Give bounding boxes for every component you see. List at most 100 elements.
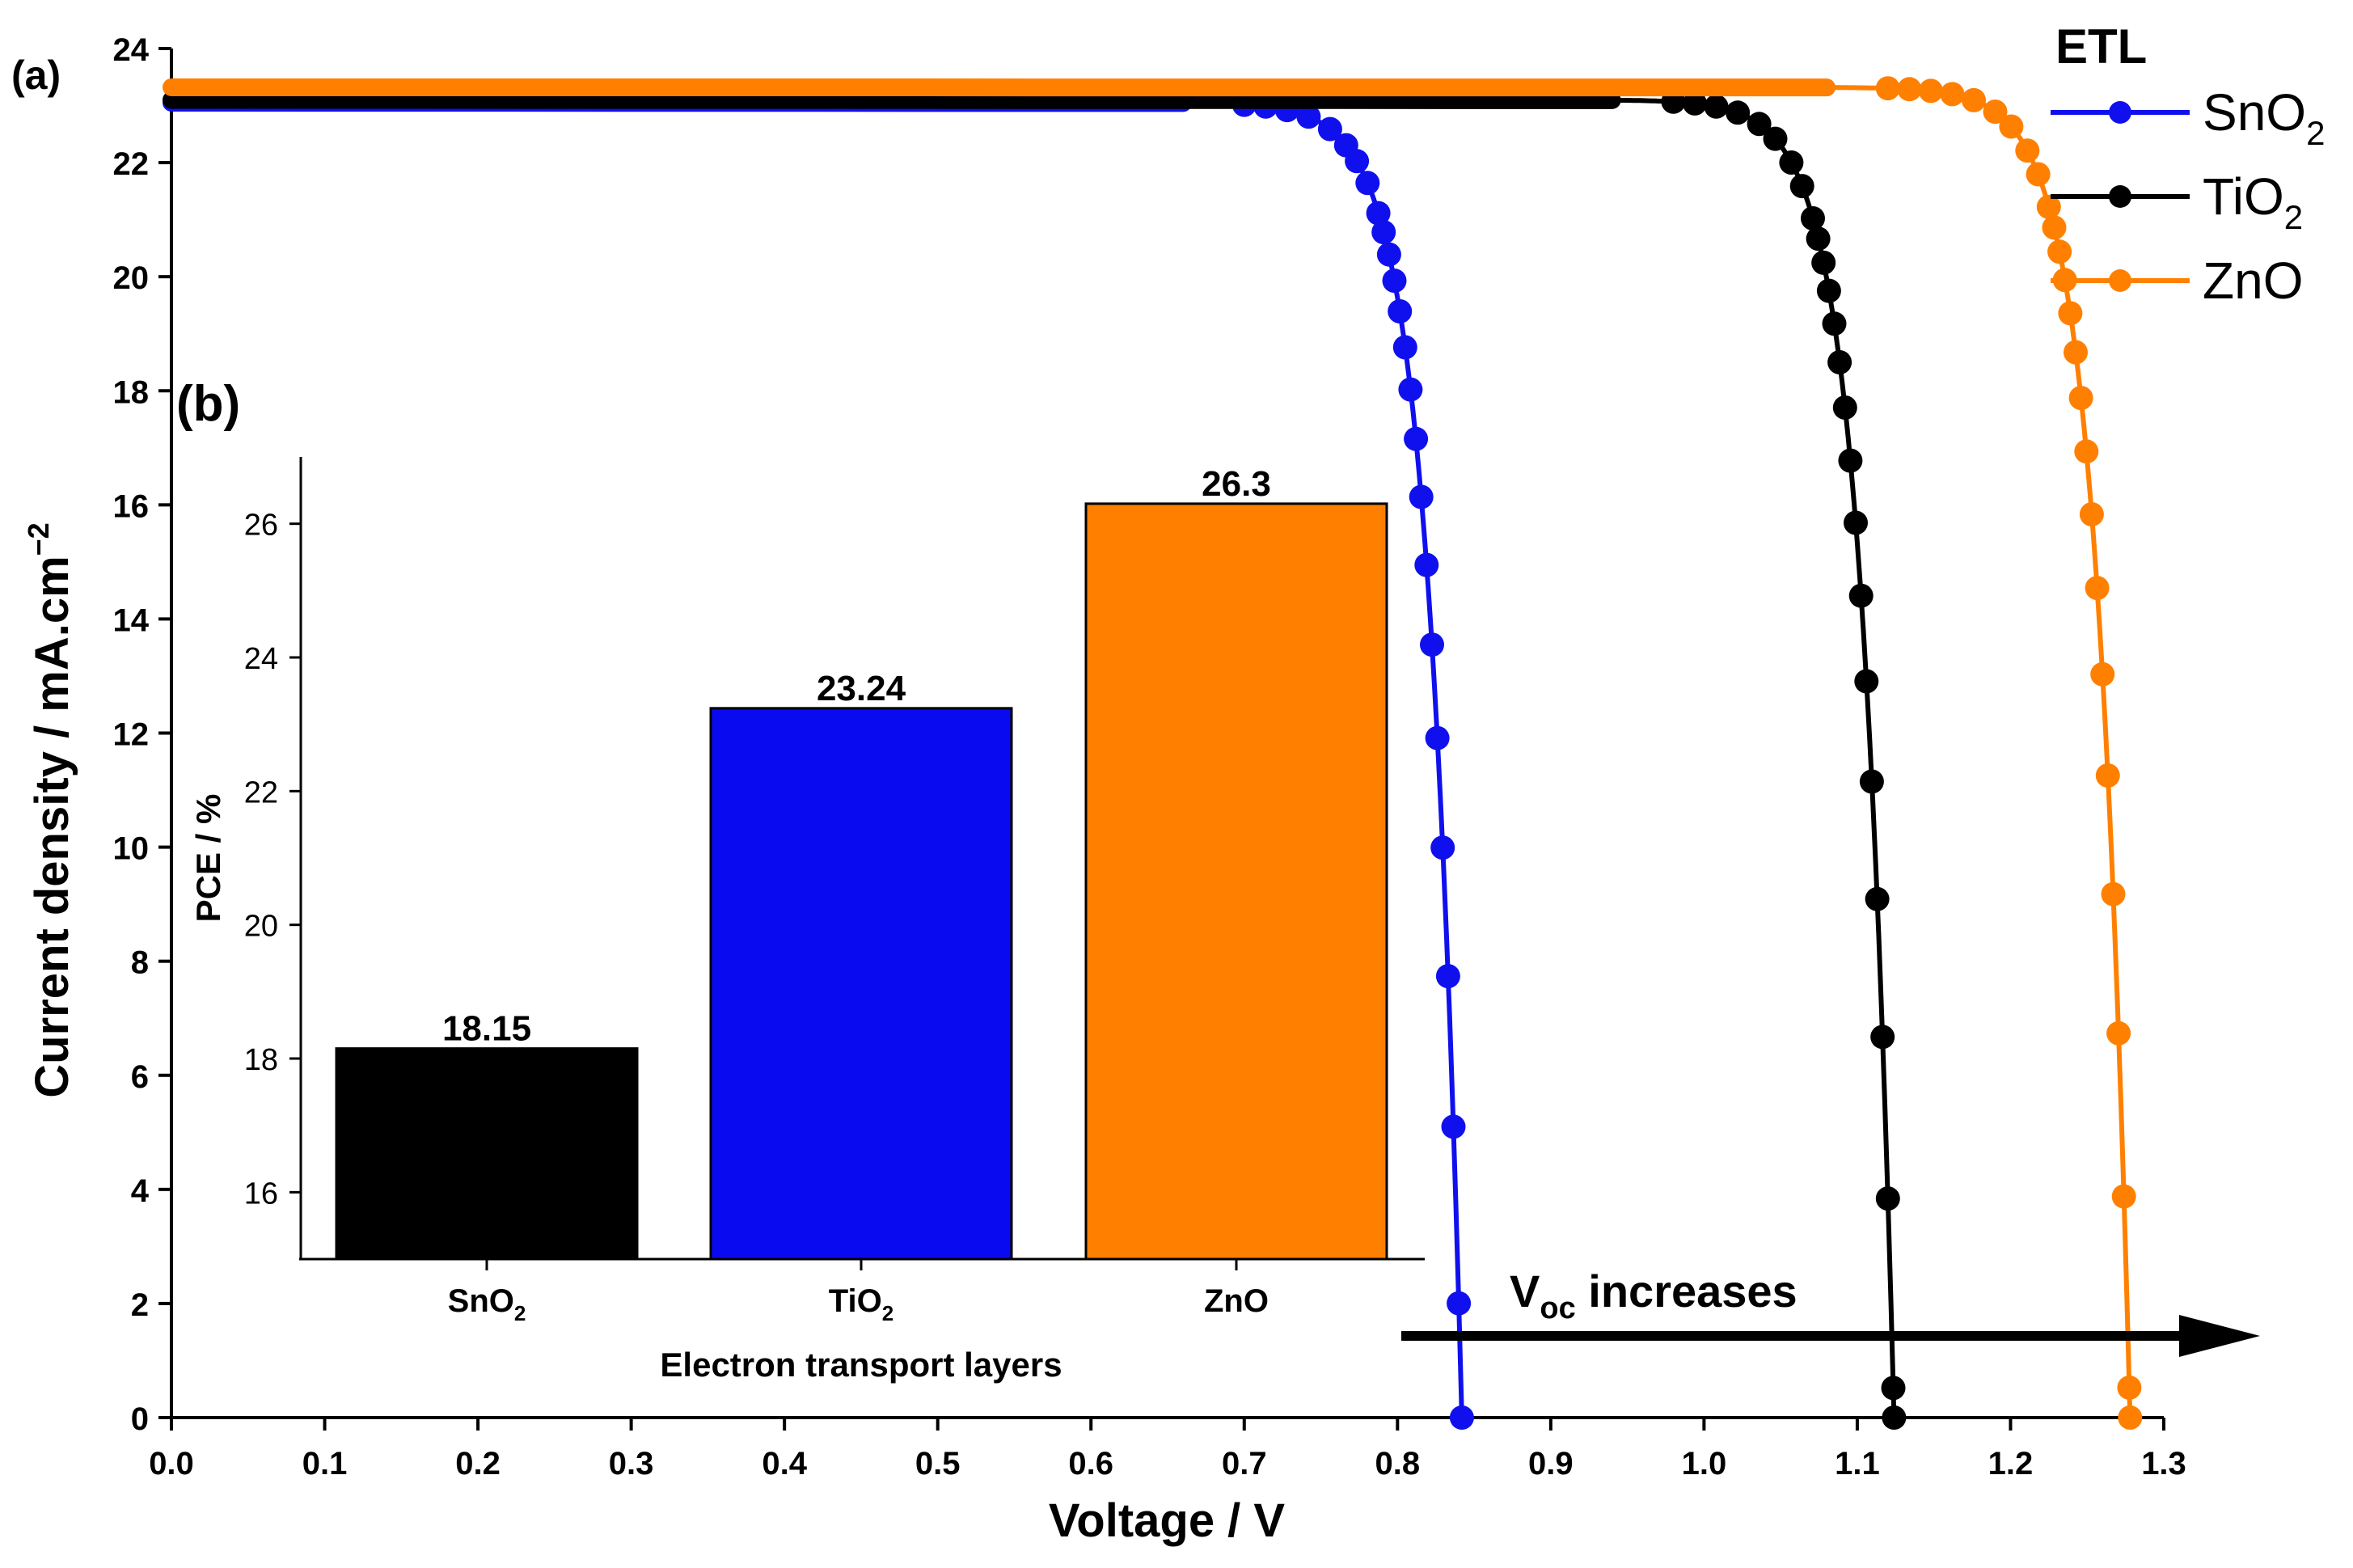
series-marker <box>1882 1405 1907 1430</box>
legend-label-sub: 2 <box>2306 114 2325 152</box>
main-y-axis-title-sup: −2 <box>22 522 55 556</box>
series-marker <box>1779 150 1804 175</box>
voc-annotation-sub: oc <box>1540 1291 1575 1325</box>
series-marker <box>1859 769 1884 794</box>
series-marker <box>2015 138 2040 163</box>
legend-label-sub: 2 <box>2284 198 2303 236</box>
inset-category-label-text: TiO <box>829 1283 882 1319</box>
main-curves <box>163 76 2143 1430</box>
series-marker <box>1447 1291 1472 1316</box>
series-marker <box>1801 206 1825 230</box>
series-zno <box>163 76 2143 1430</box>
inset-category-label-sub: 2 <box>882 1301 893 1325</box>
main-x-ticks: 0.0 0.1 0.2 0.3 0.4 0.5 0.6 0.7 0.8 0.9 1.0 1.1 1.2 1… <box>149 1418 2186 1481</box>
series-marker <box>1404 426 1429 451</box>
main-y-tick-label: 18 <box>113 374 150 410</box>
main-x-tick-label: 0.0 <box>149 1446 194 1481</box>
legend-title: ETL <box>2055 19 2147 74</box>
series-marker <box>1683 91 1707 116</box>
main-x-axis-title: Voltage / V <box>1049 1494 1286 1547</box>
series-marker <box>1789 174 1814 199</box>
legend-marker <box>2109 101 2131 124</box>
series-marker <box>1827 350 1852 374</box>
inset-y-axis-title: PCE / % <box>189 794 227 923</box>
series-marker <box>1296 104 1321 129</box>
series-marker <box>2047 239 2072 264</box>
main-y-tick-label: 10 <box>113 831 150 867</box>
series-marker <box>1806 226 1831 251</box>
main-y-tick-label: 2 <box>131 1287 149 1323</box>
series-marker <box>2106 1021 2131 1046</box>
inset-y-tick-label: 16 <box>244 1177 278 1211</box>
legend-label-text: ZnO <box>2203 251 2303 310</box>
main-x-tick-label: 0.2 <box>455 1446 501 1481</box>
inset-y-tick-label: 20 <box>244 910 278 944</box>
legend-label-text: TiO <box>2203 167 2284 226</box>
legend-marker <box>2109 185 2131 208</box>
panel-a-label: (a) <box>11 53 61 98</box>
series-marker <box>1409 484 1434 509</box>
panel-b-label: (b) <box>176 376 240 432</box>
legend-marker <box>2109 269 2131 292</box>
main-x-tick-label: 1.2 <box>1988 1446 2034 1481</box>
legend-label: TiO2 <box>2203 167 2303 236</box>
series-marker <box>2095 763 2120 788</box>
inset-category-label: ZnO <box>1204 1283 1269 1319</box>
main-x-tick-label: 1.1 <box>1835 1446 1880 1481</box>
series-tio <box>163 89 1907 1430</box>
inset-category-label: SnO2 <box>448 1283 526 1325</box>
series-marker <box>1870 1025 1895 1050</box>
main-y-tick-label: 8 <box>131 945 149 981</box>
series-marker <box>1388 299 1413 323</box>
main-x-tick-label: 1.0 <box>1682 1446 1727 1481</box>
series-marker <box>2026 162 2051 187</box>
inset-bar-value-label: 26.3 <box>1202 464 1271 504</box>
inset-category-label-text: ZnO <box>1204 1283 1269 1319</box>
main-y-tick-label: 14 <box>113 602 150 638</box>
main-x-tick-label: 1.3 <box>2141 1446 2186 1481</box>
series-marker <box>1382 268 1407 294</box>
main-y-tick-label: 24 <box>113 32 150 68</box>
inset-bar <box>335 1047 639 1261</box>
series-marker <box>2085 576 2110 601</box>
inset-bar <box>1084 502 1388 1261</box>
series-marker <box>1875 1186 1900 1211</box>
main-x-tick-label: 0.4 <box>762 1446 807 1481</box>
main-x-tick-label: 0.6 <box>1068 1446 1113 1481</box>
series-marker <box>1881 1376 1906 1401</box>
series-marker <box>1430 835 1455 860</box>
series-marker <box>1854 669 1879 694</box>
main-y-tick-label: 16 <box>113 488 150 524</box>
inset-y-tick-label: 22 <box>244 776 278 809</box>
series-marker <box>1414 552 1439 577</box>
legend-label-text: SnO <box>2203 83 2306 142</box>
main-x-tick-label: 0.3 <box>609 1446 654 1481</box>
inset-bar-value-label: 18.15 <box>442 1009 531 1049</box>
main-y-tick-label: 12 <box>113 717 150 753</box>
series-marker <box>1371 220 1396 245</box>
series-marker <box>2079 502 2104 526</box>
series-marker <box>1897 77 1922 102</box>
series-marker <box>2090 661 2115 687</box>
voc-annotation: Voc increases <box>1401 1266 2260 1357</box>
series-marker <box>1376 242 1401 267</box>
main-x-tick-label: 0.9 <box>1528 1446 1574 1481</box>
main-x-tick-label: 0.8 <box>1375 1446 1421 1481</box>
series-marker <box>1763 126 1788 151</box>
series-marker <box>1441 1114 1466 1139</box>
series-marker <box>2101 881 2126 907</box>
legend-label: SnO2 <box>2203 83 2325 152</box>
series-marker <box>1355 171 1380 196</box>
inset-y-tick-label: 26 <box>244 509 278 543</box>
voc-annotation-rest: increases <box>1576 1266 1797 1317</box>
series-marker <box>2068 386 2093 411</box>
inset-category-label-sub: 2 <box>514 1301 526 1325</box>
series-marker <box>1838 448 1863 473</box>
main-y-axis-title-text: Current density / mA.cm <box>26 556 78 1097</box>
